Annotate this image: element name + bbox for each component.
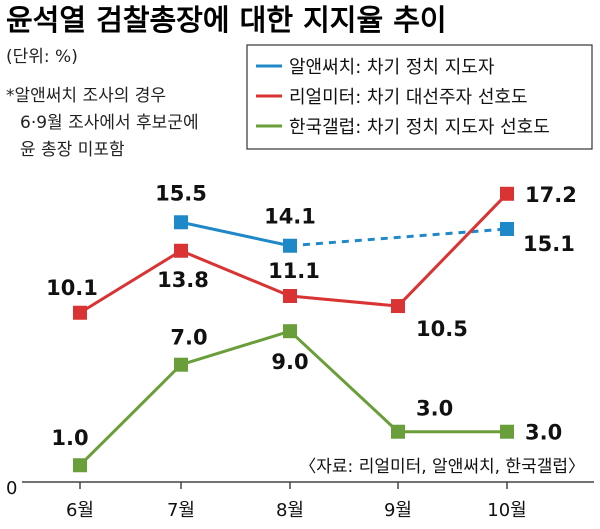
note-unit: (단위: %): [6, 47, 78, 67]
source-note: 〈자료: 리얼미터, 알앤써치, 한국갤럽〉: [299, 457, 585, 477]
legend-entry: 알앤써치: 차기 정치 지도자: [289, 57, 495, 78]
data-point-marker: [500, 424, 514, 439]
note-line-1: *알앤써치 조사의 경우: [6, 86, 166, 106]
x-tick-label: 10월: [487, 500, 526, 521]
chart-title: 윤석열 검찰총장에 대한 지지율 추이: [6, 3, 447, 37]
data-point-marker: [283, 289, 297, 303]
data-label: 3.0: [525, 421, 562, 445]
data-point-marker: [500, 221, 514, 236]
series-line-segment: [288, 330, 400, 433]
data-point-marker: [73, 305, 87, 320]
data-label: 10.5: [416, 317, 468, 341]
data-point-marker: [73, 458, 87, 473]
x-tick-label: 6월: [66, 500, 94, 521]
note-line-3: 윤 총장 미포함: [20, 140, 125, 160]
data-point-marker: [174, 243, 188, 258]
series-lines: [78, 192, 509, 467]
data-label: 7.0: [170, 326, 207, 350]
data-label: 15.1: [523, 232, 575, 256]
axes: 0 6월 7월 8월 9월 10월: [6, 478, 594, 521]
note-line-2: 6·9월 조사에서 후보군에: [20, 113, 199, 133]
data-labels: 15.5 14.1 15.1 10.1 13.8 11.1 10.5 17.2 1.0 7.0 9.…: [46, 181, 577, 450]
data-label: 9.0: [271, 350, 308, 374]
legend-entry: 리얼미터: 차기 대선주자 선호도: [289, 87, 528, 108]
data-label: 13.8: [157, 268, 209, 292]
y-zero-label: 0: [6, 478, 17, 499]
data-label: 11.1: [268, 259, 320, 283]
legend-entry: 한국갤럽: 차기 정치 지도자 선호도: [289, 117, 550, 138]
x-tick-label: 9월: [384, 500, 412, 521]
series-markers: [73, 186, 514, 473]
data-label: 14.1: [264, 205, 316, 229]
data-point-marker: [500, 186, 514, 201]
data-point-marker: [174, 215, 188, 230]
data-label: 3.0: [416, 397, 453, 421]
notes: (단위: %) *알앤써치 조사의 경우 6·9월 조사에서 후보군에 윤 총장…: [6, 47, 199, 160]
x-tick-label: 7월: [167, 500, 195, 521]
series-line-segment: [180, 249, 291, 298]
data-label: 17.2: [525, 183, 577, 207]
data-point-marker: [174, 357, 188, 372]
data-point-marker: [283, 238, 297, 253]
legend-box: [246, 44, 593, 150]
x-tick-label: 8월: [276, 500, 304, 521]
series-line-segment: [396, 192, 509, 308]
data-point-marker: [391, 424, 405, 439]
series-line-segment: [78, 363, 183, 467]
series-line-segment: [180, 220, 291, 248]
data-label: 10.1: [46, 276, 98, 300]
data-point-marker: [391, 299, 405, 314]
series-line-segment: [79, 249, 182, 315]
series-line-segment: [289, 294, 399, 308]
series-line-segment: [289, 227, 508, 248]
series-line-segment: [180, 329, 291, 367]
data-point-marker: [283, 324, 297, 339]
data-label: 1.0: [51, 426, 88, 450]
data-label: 15.5: [155, 181, 207, 205]
